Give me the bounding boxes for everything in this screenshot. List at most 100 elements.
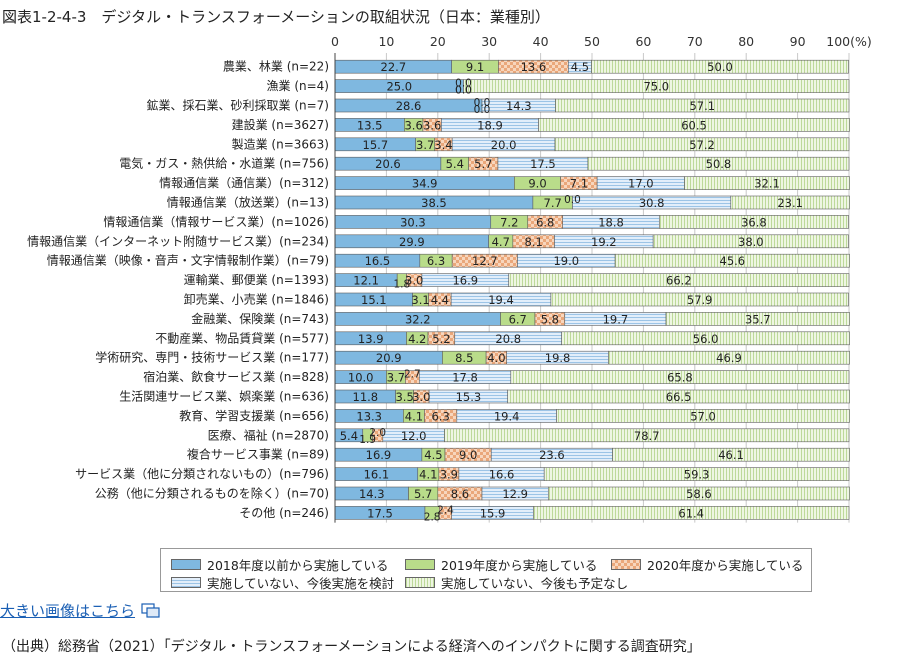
x-tick-label: 60 (635, 34, 651, 49)
enlarge-image-link[interactable]: 大きい画像はこちら (0, 602, 136, 620)
value-label: 0.0 (564, 194, 581, 206)
category-label: 金融業、保険業 (n=743) (191, 311, 329, 326)
value-label: 58.6 (686, 487, 712, 501)
value-label: 2.8 (424, 511, 441, 523)
bar-segment-no-plan (543, 467, 850, 481)
value-label: 14.3 (359, 487, 385, 501)
category-label: 漁業 (n=4) (267, 79, 329, 93)
legend-label-2018: 2018年度以前から実施している (207, 558, 389, 573)
category-label: 情報通信業（通信業）(n=312) (159, 176, 329, 190)
value-label: 28.6 (396, 99, 422, 113)
value-label: 3.7 (387, 371, 405, 385)
value-label: 7.7 (544, 196, 562, 210)
legend-item-2018: 2018年度以前から実施している (171, 555, 388, 574)
value-label: 16.5 (365, 254, 391, 268)
value-label: 13.9 (358, 332, 384, 346)
value-label: 14.3 (506, 99, 532, 113)
bar-segment-no-plan (612, 447, 850, 462)
value-label: 15.7 (363, 138, 389, 152)
value-label: 35.7 (745, 312, 771, 326)
value-label: 8.1 (525, 235, 543, 249)
bar-segment-no-plan (538, 118, 850, 132)
value-label: 4.7 (492, 235, 510, 249)
value-label: 23.1 (777, 196, 803, 210)
legend-swatch-2018 (171, 559, 201, 570)
value-label: 9.0 (528, 177, 546, 191)
value-label: 30.3 (400, 215, 426, 229)
legend-item-2020: 2020年度から実施している (611, 555, 803, 574)
category-label: その他 (n=246) (239, 506, 329, 520)
value-label: 12.7 (472, 254, 498, 268)
value-label: 59.3 (684, 468, 710, 482)
legend-label-consider: 実施していない、今後実施を検討 (207, 576, 395, 591)
value-label: 19.4 (488, 293, 514, 307)
value-label: 3.0 (405, 274, 423, 288)
x-tick-label: 40 (533, 34, 549, 49)
value-label: 18.9 (477, 118, 503, 132)
legend-swatch-2020 (611, 559, 641, 570)
value-label: 57.2 (689, 138, 715, 152)
legend-item-2019: 2019年度から実施している (405, 555, 597, 574)
value-label: 9.0 (459, 448, 477, 462)
enlarge-image-icon[interactable] (141, 602, 161, 619)
bar-segment-no-plan (510, 370, 850, 384)
bar-segment-no-plan (730, 195, 850, 210)
value-label: 4.1 (419, 468, 437, 482)
x-tick-label: 50 (584, 34, 600, 49)
bar-segment-no-plan (587, 156, 850, 171)
legend-swatch-consider (171, 577, 201, 588)
value-label: 25.0 (386, 80, 412, 94)
value-label: 12.9 (502, 487, 528, 501)
value-label: 19.4 (494, 409, 520, 423)
chart-legend: 2018年度以前から実施している 2019年度から実施している 2020年度から… (160, 548, 812, 592)
category-label: 教育、学習支援業 (n=656) (179, 408, 329, 423)
category-label: 宿泊業、飲食サービス業 (n=828) (143, 369, 329, 384)
category-label: 情報通信業（情報サービス業）(n=1026) (103, 215, 329, 229)
value-label: 3.6 (404, 118, 422, 132)
value-label: 19.2 (591, 235, 617, 249)
value-label: 57.9 (687, 293, 713, 307)
category-label: 不動産業、物品賃貸業 (n=577) (155, 330, 329, 345)
value-label: 0.0 (455, 78, 472, 90)
value-label: 29.9 (399, 235, 425, 249)
value-label: 5.2 (432, 332, 450, 346)
value-label: 3.7 (416, 138, 434, 152)
value-label: 4.4 (431, 293, 449, 307)
value-label: 3.5 (395, 390, 413, 404)
value-label: 4.1 (405, 409, 423, 423)
bar-segment-no-plan (652, 234, 849, 249)
value-label: 78.7 (634, 429, 660, 443)
value-label: 13.5 (357, 118, 383, 132)
value-label: 32.2 (405, 312, 431, 326)
value-label: 8.5 (455, 351, 473, 365)
value-label: 7.2 (500, 215, 518, 229)
value-label: 2.4 (437, 504, 454, 516)
value-label: 4.5 (424, 448, 442, 462)
value-label: 34.9 (412, 177, 438, 191)
value-label: 38.0 (738, 235, 764, 249)
value-label: 5.7 (414, 487, 432, 501)
x-tick-label: 80 (738, 34, 754, 49)
bar-segments (334, 53, 850, 523)
value-label: 23.6 (539, 448, 565, 462)
legend-swatch-2019 (405, 559, 435, 570)
value-label: 19.8 (545, 351, 571, 365)
value-label: 1.8 (393, 279, 410, 291)
value-label: 10.0 (348, 371, 374, 385)
x-tick-label: 20 (430, 34, 446, 49)
value-label: 0.0 (474, 104, 491, 116)
category-label: 建設業 (n=3627) (232, 117, 329, 132)
bar-segment-no-plan (591, 59, 849, 74)
bar-segment-no-plan (614, 253, 850, 268)
value-label: 6.7 (509, 312, 527, 326)
value-label: 17.5 (530, 157, 556, 171)
value-label: 75.0 (643, 80, 669, 94)
enlarge-link-row[interactable]: 大きい画像はこちら (0, 600, 161, 621)
value-label: 16.9 (452, 274, 478, 288)
value-label: 5.4 (340, 429, 358, 443)
value-label: 12.0 (401, 429, 427, 443)
value-label: 38.5 (421, 196, 447, 210)
x-tick-label: 10 (378, 34, 394, 49)
category-labels: 農業、林業 (n=22) 漁業 (n=4) 鉱業、採石業、砂利採取業 (n=7) 建設… (27, 60, 329, 520)
value-label: 20.9 (376, 351, 402, 365)
